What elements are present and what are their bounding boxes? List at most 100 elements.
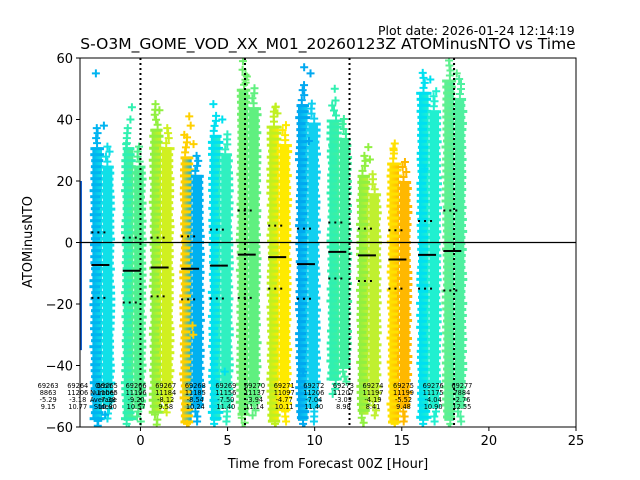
scatter-point [295,248,310,252]
outlier-point [99,121,108,130]
scatter-point [428,146,441,150]
scatter-point [457,417,466,426]
scatter-point [416,97,432,101]
scatter-point [443,409,456,413]
scatter-point [209,320,222,324]
scatter-point [357,186,370,190]
scatter-point [133,412,142,421]
scatter-point [209,170,223,174]
scatter-point [159,327,175,331]
scatter-point [150,362,163,366]
scatter-point [277,258,292,262]
scatter-point [427,194,441,198]
scatter-point [442,181,456,185]
scatter-point [90,261,104,265]
scatter-point [122,273,136,277]
scatter-point [179,264,195,268]
scatter-point [427,122,442,126]
scatter-point [442,277,456,281]
scatter-point [122,255,135,259]
scatter-point [336,239,353,243]
scatter-point [90,387,104,391]
scatter-point [208,368,223,372]
scatter-point [160,267,174,271]
scatter-point [306,194,321,198]
table-cell-number: 8863 [40,389,57,397]
scatter-point [396,355,413,358]
scatter-point [90,327,105,331]
scatter-point [453,103,466,107]
outlier-point [306,69,315,78]
scatter-point [101,183,114,187]
scatter-band [329,119,339,381]
scatter-point [180,360,194,364]
scatter-point [367,367,381,371]
scatter-point [337,329,352,333]
scatter-point [159,255,174,259]
scatter-point [402,168,411,176]
scatter-point [90,369,104,373]
scatter-point [100,321,115,325]
table-cell-stdev: 9.15 [41,403,56,411]
scatter-point [122,195,135,199]
scatter-point [266,287,282,291]
scatter-point [131,237,147,241]
scatter-point [398,247,411,250]
scatter-point [236,352,251,356]
scatter-point [416,325,432,329]
scatter-point [218,243,234,247]
scatter-point [387,222,401,226]
table-row-label: Number [90,389,117,397]
scatter-point [190,366,205,370]
scatter-point [356,252,372,256]
scatter-point [296,194,310,198]
scatter-point [209,260,223,264]
scatter-point [276,384,293,388]
scatter-point [131,273,147,277]
scatter-point [387,294,401,298]
scatter-point [338,317,351,321]
scatter-point [307,182,320,186]
scatter-point [453,115,466,119]
scatter-point [132,195,145,199]
scatter-point [99,303,116,307]
scatter-point [331,96,340,105]
table-cell-average: -7.50 [217,396,234,404]
scatter-point [208,326,223,330]
scatter-point [101,333,114,337]
scatter-point [452,175,467,179]
scatter-point [427,134,441,138]
scatter-point [218,207,234,211]
scatter-point [122,309,135,313]
scatter-point [417,241,430,245]
scatter-point [445,58,454,65]
scatter-point [133,147,142,156]
scatter-point [132,183,146,187]
scatter-point [295,386,311,390]
scatter-point [443,151,456,155]
scatter-point [159,249,174,253]
scatter-point [247,125,261,129]
scatter-point [189,288,205,292]
scatter-point [122,285,135,289]
scatter-point [247,281,261,285]
scatter-point [357,282,371,286]
scatter-point [453,211,466,215]
scatter-point [326,329,342,333]
scatter-point [159,351,175,355]
scatter-point [397,223,412,226]
scatter-point [453,289,466,293]
scatter-point [368,271,380,275]
scatter-point [357,366,370,370]
scatter-point [160,363,173,367]
scatter-point [100,195,115,199]
scatter-point [266,293,282,297]
scatter-point [209,194,223,198]
scatter-point [305,338,321,342]
outlier-point [365,155,374,164]
scatter-point [132,309,145,313]
scatter-point [268,209,280,213]
scatter-point [295,242,311,246]
scatter-point [219,345,233,349]
scatter-point [357,372,370,376]
